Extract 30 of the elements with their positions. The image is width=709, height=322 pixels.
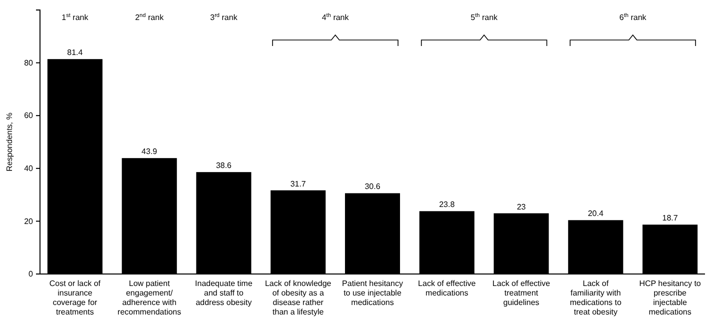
annotation: 2$^{nd}$ rank [135,12,165,22]
x-tick-label: Lack of effective treatment guidelines [492,279,551,307]
data-label: 38.6 [216,161,232,170]
x-tick-label: Cost or lack of insurance coverage for treatments [49,279,102,316]
annotation: 5$^{th}$ rank [470,12,499,22]
y-tick-label: 0 [28,270,34,279]
annotation: 4$^{th}$ rank [322,12,350,22]
x-tick-label: HCP hesitancy to prescribe injectable medications [639,279,702,316]
y-tick-label: 20 [24,216,34,226]
annotation: 3$^{rd}$ rank [210,12,238,22]
annotation: 6$^{th}$ rank [619,12,648,22]
x-tick-label: Lack of effective medications [418,279,476,298]
data-label: 31.7 [290,179,306,188]
data-label: 43.9 [142,147,158,156]
y-axis-title: Respondents, % [5,112,14,172]
x-tick-label: Lack of knowledge of obesity as a disease rather than a lifestyle [264,279,332,316]
y-tick-label: 60 [24,111,34,120]
y-tick-label: 80 [24,58,34,68]
data-label: 81.4 [67,48,84,58]
annotation: 1$^{st}$ rank [62,13,90,22]
data-label: 30.6 [364,182,381,192]
data-label: 23 [516,202,526,212]
data-label: 20.4 [588,209,604,218]
x-tick-label: Lack of familiarity with medications to treat obesity [570,279,622,316]
x-tick-label: Inadequate time and staff to address obesity [195,279,253,307]
data-label: 18.7 [662,214,678,223]
x-tick-label: Low patient engagement/ adherence with recommendations [118,279,182,316]
y-tick-label: 40 [24,164,34,173]
data-label: 23.8 [439,200,456,210]
x-tick-label: Patient hesitancy to use injectable medications [342,279,403,307]
